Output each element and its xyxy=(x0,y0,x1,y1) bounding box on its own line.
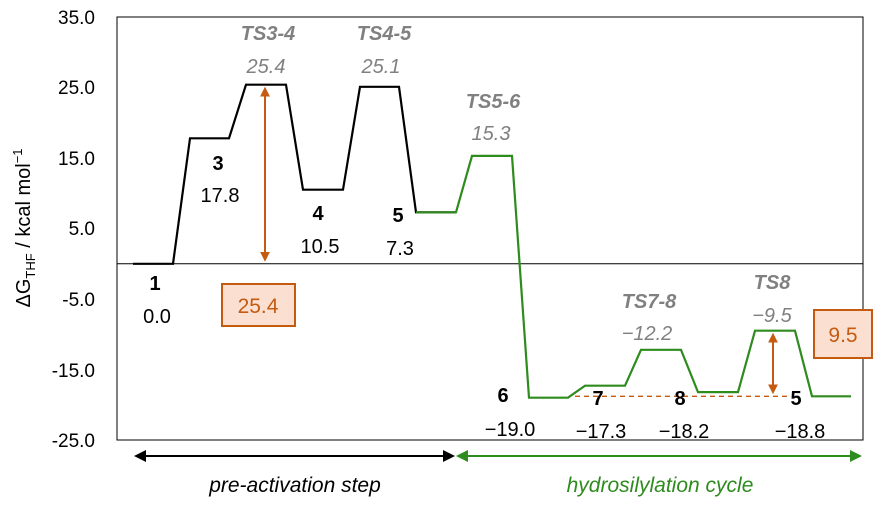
state-label-8: 8 xyxy=(674,388,685,410)
ts-label-ts7-8: TS7-8 xyxy=(622,291,677,313)
barrier-box-pre-activation xyxy=(221,283,296,327)
plot-area xyxy=(116,16,864,441)
ts-label-ts8: TS8 xyxy=(754,272,792,294)
state-value-3: 17.8 xyxy=(201,185,240,207)
state-value-5a: 7.3 xyxy=(386,238,414,260)
y-tick-label: -5.0 xyxy=(62,290,95,311)
state-label-5b: 5 xyxy=(790,388,801,410)
y-tick-label: 15.0 xyxy=(58,149,95,170)
state-label-4: 4 xyxy=(312,203,324,225)
y-tick-label: -25.0 xyxy=(52,431,95,452)
state-value-6: −19.0 xyxy=(485,419,536,441)
series-line-pre-activation xyxy=(133,83,456,265)
ts-label-ts3-4: TS3-4 xyxy=(241,23,295,45)
ts-value-ts3-4: 25.4 xyxy=(246,56,286,78)
y-tick-label: 5.0 xyxy=(69,219,95,240)
series-line-hydrosilylation xyxy=(416,154,851,399)
y-axis-title: ΔGTHF / kcal mol−1 xyxy=(10,148,38,307)
y-axis-title-main: ΔG xyxy=(13,279,35,308)
ts-value-ts8: −9.5 xyxy=(752,305,792,327)
state-label-7: 7 xyxy=(592,388,603,410)
y-axis-title-sub: THF xyxy=(23,253,38,278)
state-value-4: 10.5 xyxy=(301,236,340,258)
barrier-value-hydrosilylation: 9.5 xyxy=(828,324,857,347)
ts-value-ts7-8: −12.2 xyxy=(622,323,673,345)
ts-value-ts4-5: 25.1 xyxy=(361,56,401,78)
state-label-3: 3 xyxy=(212,153,223,175)
ts-label-ts5-6: TS5-6 xyxy=(466,91,521,113)
state-label-5a: 5 xyxy=(392,205,403,227)
barrier-value-pre-activation: 25.4 xyxy=(238,295,279,318)
state-value-5b: −18.8 xyxy=(775,421,826,443)
y-tick-label: 35.0 xyxy=(58,8,95,29)
y-axis-title-unit: / kcal mol xyxy=(13,163,35,253)
ts-label-ts4-5: TS4-5 xyxy=(357,23,412,45)
pre-activation-label: pre-activation step xyxy=(208,474,381,497)
state-value-7: −17.3 xyxy=(576,421,627,443)
state-value-1: 0.0 xyxy=(143,306,171,328)
state-label-6: 6 xyxy=(497,385,508,407)
ts-value-ts5-6: 15.3 xyxy=(472,123,511,145)
y-tick-label: 25.0 xyxy=(58,78,95,99)
hydrosilylation-label: hydrosilylation cycle xyxy=(567,474,754,497)
y-axis: 35.0 25.0 15.0 5.0 -5.0 -15.0 -25.0 xyxy=(52,8,95,452)
y-axis-title-sup: −1 xyxy=(10,148,25,163)
state-value-8: −18.2 xyxy=(659,421,710,443)
state-label-1: 1 xyxy=(149,273,160,295)
y-tick-label: -15.0 xyxy=(52,361,95,382)
barrier-box-hydrosilylation xyxy=(813,309,873,359)
